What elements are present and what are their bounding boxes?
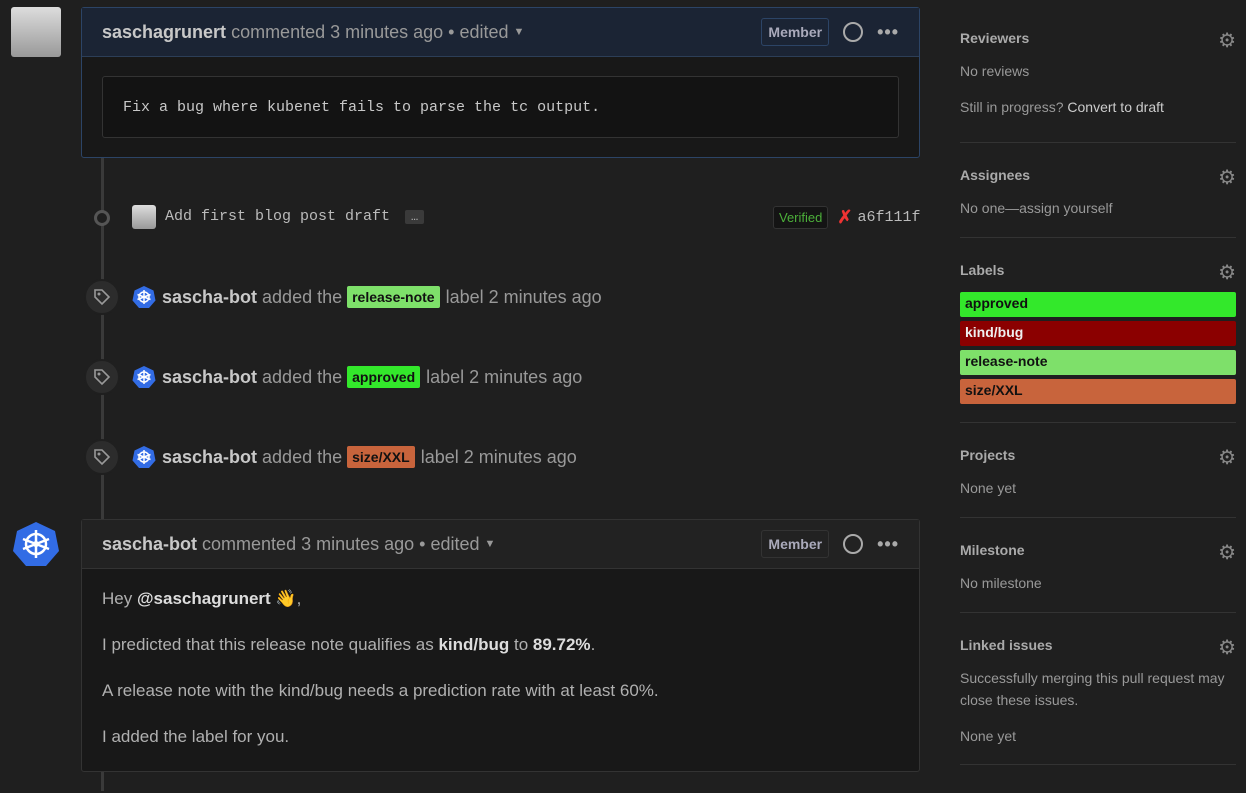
section-title: Reviewers	[960, 30, 1030, 46]
label-event: sascha-bot added the approved label 2 minut…	[84, 359, 582, 395]
text: A release note with the kind/bug needs a…	[102, 681, 659, 700]
sascha-bot-avatar-icon[interactable]	[132, 285, 156, 309]
prediction-rate: 89.72%	[532, 635, 591, 654]
comment-1: saschagrunert commented 3 minutes ago • …	[81, 7, 920, 158]
event-actor[interactable]: sascha-bot	[162, 366, 258, 387]
chevron-down-icon[interactable]: ▼	[513, 26, 525, 38]
convert-to-draft-link[interactable]: Convert to draft	[1067, 99, 1164, 115]
sidebar-label[interactable]: release-note	[960, 350, 1236, 375]
event-actor[interactable]: sascha-bot	[162, 446, 258, 467]
gear-icon[interactable]: ⚙	[1218, 447, 1236, 469]
status-failed-icon[interactable]: ✗	[837, 207, 853, 227]
gear-icon[interactable]: ⚙	[1218, 30, 1236, 52]
commit-icon	[94, 210, 110, 226]
avatar-saschagrunert[interactable]	[11, 7, 61, 57]
tag-icon	[84, 439, 120, 475]
label-badge[interactable]: release-note	[347, 286, 440, 308]
comment-meta[interactable]: commented 3 minutes ago • edited	[202, 533, 480, 554]
tag-icon	[84, 359, 120, 395]
gear-icon[interactable]: ⚙	[1218, 167, 1236, 189]
verified-badge[interactable]: Verified	[773, 206, 829, 229]
text: .	[590, 635, 596, 654]
reviewers-section: Reviewers ⚙ No reviews Still in progress?…	[960, 30, 1236, 143]
milestone-value: No milestone	[960, 575, 1042, 591]
event-text: added the	[262, 286, 343, 307]
assignees-section: Assignees ⚙ No one—assign yourself	[960, 143, 1236, 238]
label-event: sascha-bot added the release-note label 2 m…	[84, 279, 602, 315]
event-text: added the	[262, 366, 343, 387]
event-actor[interactable]: sascha-bot	[162, 286, 258, 307]
event-time[interactable]: label 2 minutes ago	[445, 286, 602, 307]
commit-message[interactable]: Add first blog post draft	[165, 208, 391, 225]
commit-sha[interactable]: a6f111f	[857, 209, 921, 226]
comment-2: sascha-bot commented 3 minutes ago • edi…	[81, 519, 920, 772]
sidebar: Reviewers ⚙ No reviews Still in progress?…	[960, 30, 1236, 765]
sascha-bot-avatar-icon[interactable]	[132, 445, 156, 469]
text: 👋,	[270, 589, 302, 608]
code-block: Fix a bug where kubenet fails to parse t…	[102, 76, 899, 138]
text: Still in progress?	[960, 99, 1068, 115]
more-options-icon[interactable]: •••	[877, 21, 899, 42]
gear-icon[interactable]: ⚙	[1218, 637, 1236, 659]
linked-issues-section: Linked issues ⚙ Successfully merging this…	[960, 613, 1236, 765]
expand-commit-button[interactable]: …	[405, 209, 425, 224]
user-mention[interactable]: @saschagrunert	[136, 589, 271, 608]
comment-author[interactable]: saschagrunert	[102, 21, 227, 42]
section-title: Linked issues	[960, 637, 1053, 653]
text: Hey	[102, 589, 137, 608]
milestone-section: Milestone ⚙ No milestone	[960, 518, 1236, 613]
comment-header: sascha-bot commented 3 minutes ago • edi…	[82, 520, 919, 569]
event-time[interactable]: label 2 minutes ago	[426, 366, 583, 387]
comment-body: Hey @saschagrunert 👋, I predicted that t…	[82, 569, 919, 793]
more-options-icon[interactable]: •••	[877, 533, 899, 554]
tag-icon	[84, 279, 120, 315]
chevron-down-icon[interactable]: ▼	[484, 538, 496, 550]
event-text: added the	[262, 446, 343, 467]
avatar-sascha-bot[interactable]	[12, 521, 60, 567]
section-title: Labels	[960, 262, 1005, 278]
text: to	[509, 635, 533, 654]
label-event: sascha-bot added the size/XXL label 2 minut…	[84, 439, 577, 475]
labels-section: Labels ⚙ approved kind/bug release-note size…	[960, 238, 1236, 423]
section-title: Milestone	[960, 542, 1025, 558]
assign-yourself-link[interactable]: No one—assign yourself	[960, 200, 1113, 216]
text: I added the label for you.	[102, 727, 290, 746]
gear-icon[interactable]: ⚙	[1218, 262, 1236, 284]
text: I predicted that this release note quali…	[102, 635, 439, 654]
event-time[interactable]: label 2 minutes ago	[420, 446, 577, 467]
comment-meta[interactable]: commented 3 minutes ago • edited	[231, 21, 509, 42]
section-title: Assignees	[960, 167, 1031, 183]
sidebar-label[interactable]: size/XXL	[960, 379, 1236, 404]
timeline-line	[101, 157, 104, 519]
projects-value: None yet	[960, 480, 1017, 496]
commit-avatar[interactable]	[132, 205, 156, 229]
linked-issues-value: None yet	[960, 728, 1017, 744]
label-badge[interactable]: size/XXL	[347, 446, 415, 468]
projects-section: Projects ⚙ None yet	[960, 423, 1236, 518]
sidebar-label[interactable]: approved	[960, 292, 1236, 317]
member-badge: Member	[761, 530, 830, 558]
sidebar-label[interactable]: kind/bug	[960, 321, 1236, 346]
member-badge: Member	[761, 18, 830, 46]
emoji-reaction-icon[interactable]	[843, 22, 864, 42]
emoji-reaction-icon[interactable]	[843, 534, 864, 554]
label-badge[interactable]: approved	[347, 366, 421, 388]
reviewers-value: No reviews	[960, 63, 1030, 79]
linked-issues-text: Successfully merging this pull request m…	[960, 670, 1225, 708]
section-title: Projects	[960, 447, 1016, 463]
gear-icon[interactable]: ⚙	[1218, 542, 1236, 564]
label-name: kind/bug	[438, 635, 510, 654]
comment-header: saschagrunert commented 3 minutes ago • …	[82, 8, 919, 57]
comment-author[interactable]: sascha-bot	[102, 533, 198, 554]
sascha-bot-avatar-icon[interactable]	[132, 365, 156, 389]
